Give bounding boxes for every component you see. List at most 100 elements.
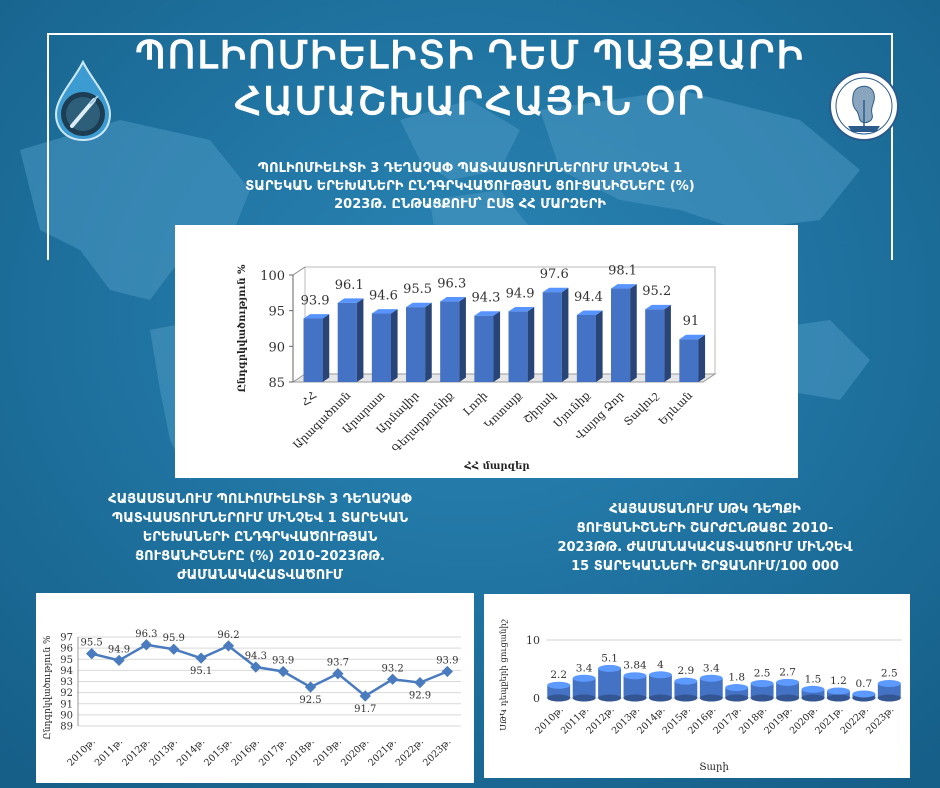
- bottom-right-heading-line: ՑՈՒՑԱՆԻՇՆԵՐԻ ՇԱՐԺԸՆԹԱՑԸ 2010-: [576, 521, 834, 536]
- bar-base: [674, 694, 698, 702]
- bottom-left-heading-line: ԺԱՄԱՆԱԿԱՀԱՏՎԱԾՈՒՄ: [177, 568, 343, 583]
- point-value-label: 92.5: [299, 695, 321, 706]
- bar-value-label: 94.4: [574, 290, 603, 305]
- category-label: 2017թ.: [257, 736, 289, 768]
- bar-value-label: 2.9: [678, 665, 695, 677]
- bar-value-label: 94.9: [506, 286, 535, 301]
- bar-top: [623, 672, 647, 680]
- bottom-left-heading-line: ՀԱՅԱՍՏԱՆՈՒՄ ՊՈԼԻՈՄԻԵԼԻՏԻ 3 ԴԵՂԱՉԱՓ: [108, 492, 412, 507]
- category-label: Երևան: [656, 389, 695, 428]
- bar-side: [595, 310, 603, 382]
- bar-side: [425, 302, 432, 382]
- bar-top: [679, 334, 706, 340]
- bar-base: [725, 694, 749, 702]
- bottom-right-heading-line: ՀԱՅԱՍՏԱՆՈՒՄ ՍԹԿ ԴԵՊՔԻ: [609, 502, 801, 517]
- point-value-label: 93.9: [272, 655, 294, 666]
- bar-value-label: 2.2: [550, 669, 567, 681]
- category-label: 2014թ.: [175, 736, 207, 768]
- y-tick-label: 90: [268, 340, 285, 355]
- data-point: [86, 648, 98, 660]
- x-axis-label: Տարի: [699, 762, 729, 773]
- category-label: 2011թ.: [93, 736, 125, 768]
- y-axis-label: ՍԹԿ դեպքերի ցուցանիշ: [499, 619, 509, 731]
- x-axis-label: ՀՀ մարզեր: [463, 461, 530, 472]
- category-label: 2023թ.: [421, 736, 453, 768]
- bar: [776, 682, 800, 698]
- top-chart-panel: 85 90 95 100 Ընդգրկվածություն % 93.9 ՀՀ 96.1 Արա…: [175, 225, 798, 478]
- bar-value-label: 1.5: [805, 673, 822, 685]
- y-axis-label: Ընդգրկվածություն %: [42, 635, 53, 740]
- data-point: [304, 681, 317, 693]
- bar-side: [390, 309, 398, 382]
- bar-value-label: 2.5: [754, 668, 771, 680]
- data-point: [441, 665, 453, 678]
- bar-top: [750, 680, 774, 687]
- category-label: 2016թ.: [230, 736, 262, 768]
- bar: [406, 307, 426, 382]
- bar: [508, 311, 528, 382]
- drop-icon: [52, 59, 114, 142]
- bar-value-label: 96.3: [437, 276, 466, 291]
- bar-base: [826, 694, 850, 702]
- bar-side: [664, 304, 671, 382]
- bar-value-label: 91: [683, 314, 700, 329]
- bar-value-label: 2.5: [881, 668, 898, 680]
- point-value-label: 93.9: [436, 655, 458, 666]
- bottom-left-heading-line: ԵՐԵԽԱՆԵՐԻ ԸՆԴԳՐԿՎԱԾՈՒԹՅԱՆ: [142, 530, 378, 545]
- bar-top: [474, 311, 501, 316]
- bar-top: [725, 684, 749, 692]
- category-label: 2013թ.: [148, 736, 180, 768]
- bar-value-label: 97.6: [540, 267, 569, 282]
- top-chart-heading-line: 2023Թ. ԸՆԹԱՑՔՈՒՄ՝ ԸՍՏ ՀՀ ՄԱՐԶԵՐԻ: [334, 197, 606, 212]
- bar-top: [699, 674, 723, 682]
- bar-side: [698, 334, 706, 382]
- point-value-label: 96.2: [217, 630, 239, 641]
- bar-side: [322, 314, 330, 382]
- bar-value-label: 94.6: [369, 289, 398, 304]
- point-value-label: 95.1: [190, 666, 212, 677]
- category-label: 2020թ.: [339, 736, 371, 768]
- bar: [337, 302, 357, 382]
- category-label: Գեղարքունիք: [389, 389, 455, 455]
- y-tick-label: 96: [60, 644, 73, 655]
- bar-top: [303, 314, 330, 319]
- bar-value-label: 95.5: [403, 282, 432, 297]
- y-tick-label: 85: [268, 376, 285, 391]
- y-tick-label: 95: [268, 305, 285, 320]
- y-tick-label: 0: [533, 692, 540, 705]
- bar: [801, 689, 825, 698]
- bottom-left-chart-panel: 89 90 91 92 93 94 95 96 97 Ընդգրկվածություն % 95.5…: [36, 593, 474, 783]
- bar: [611, 288, 631, 382]
- bar-top: [547, 681, 571, 689]
- bar: [679, 339, 699, 382]
- bar: [699, 678, 723, 698]
- bar-base: [547, 694, 571, 702]
- bar-top: [542, 287, 569, 293]
- category-label: 2021թ.: [366, 736, 398, 768]
- bar-top: [801, 685, 825, 693]
- point-value-label: 94.9: [108, 644, 130, 655]
- y-tick-label: 91: [60, 699, 73, 710]
- point-value-label: 93.2: [381, 663, 403, 674]
- y-tick-label: 10: [526, 634, 540, 647]
- y-tick-label: 100: [260, 269, 285, 284]
- bar: [572, 678, 596, 698]
- y-tick-label: 94: [60, 666, 73, 677]
- bar-side: [630, 284, 637, 382]
- bar-side: [356, 298, 364, 382]
- category-label: Կոտայք: [482, 389, 524, 431]
- point-value-label: 96.3: [135, 629, 157, 640]
- category-label: ՀՀ: [299, 389, 319, 409]
- bar-value-label: 1.8: [728, 672, 745, 684]
- bar-base: [598, 694, 622, 702]
- bottom-right-chart-heading: ՀԱՅԱՍՏԱՆՈՒՄ ՍԹԿ ԴԵՊՔԻ ՑՈՒՑԱՆԻՇՆԵՐԻ ՇԱՐԺԸ…: [480, 500, 930, 576]
- chart-floor: [291, 373, 717, 383]
- bar-value-label: 3.4: [576, 662, 593, 674]
- bar-value-label: 3.4: [703, 662, 720, 674]
- frame-left-line: [47, 33, 49, 260]
- y-tick-label: 93: [60, 677, 73, 688]
- bar: [474, 315, 494, 382]
- bar-top: [877, 680, 901, 687]
- bar-base: [776, 694, 800, 702]
